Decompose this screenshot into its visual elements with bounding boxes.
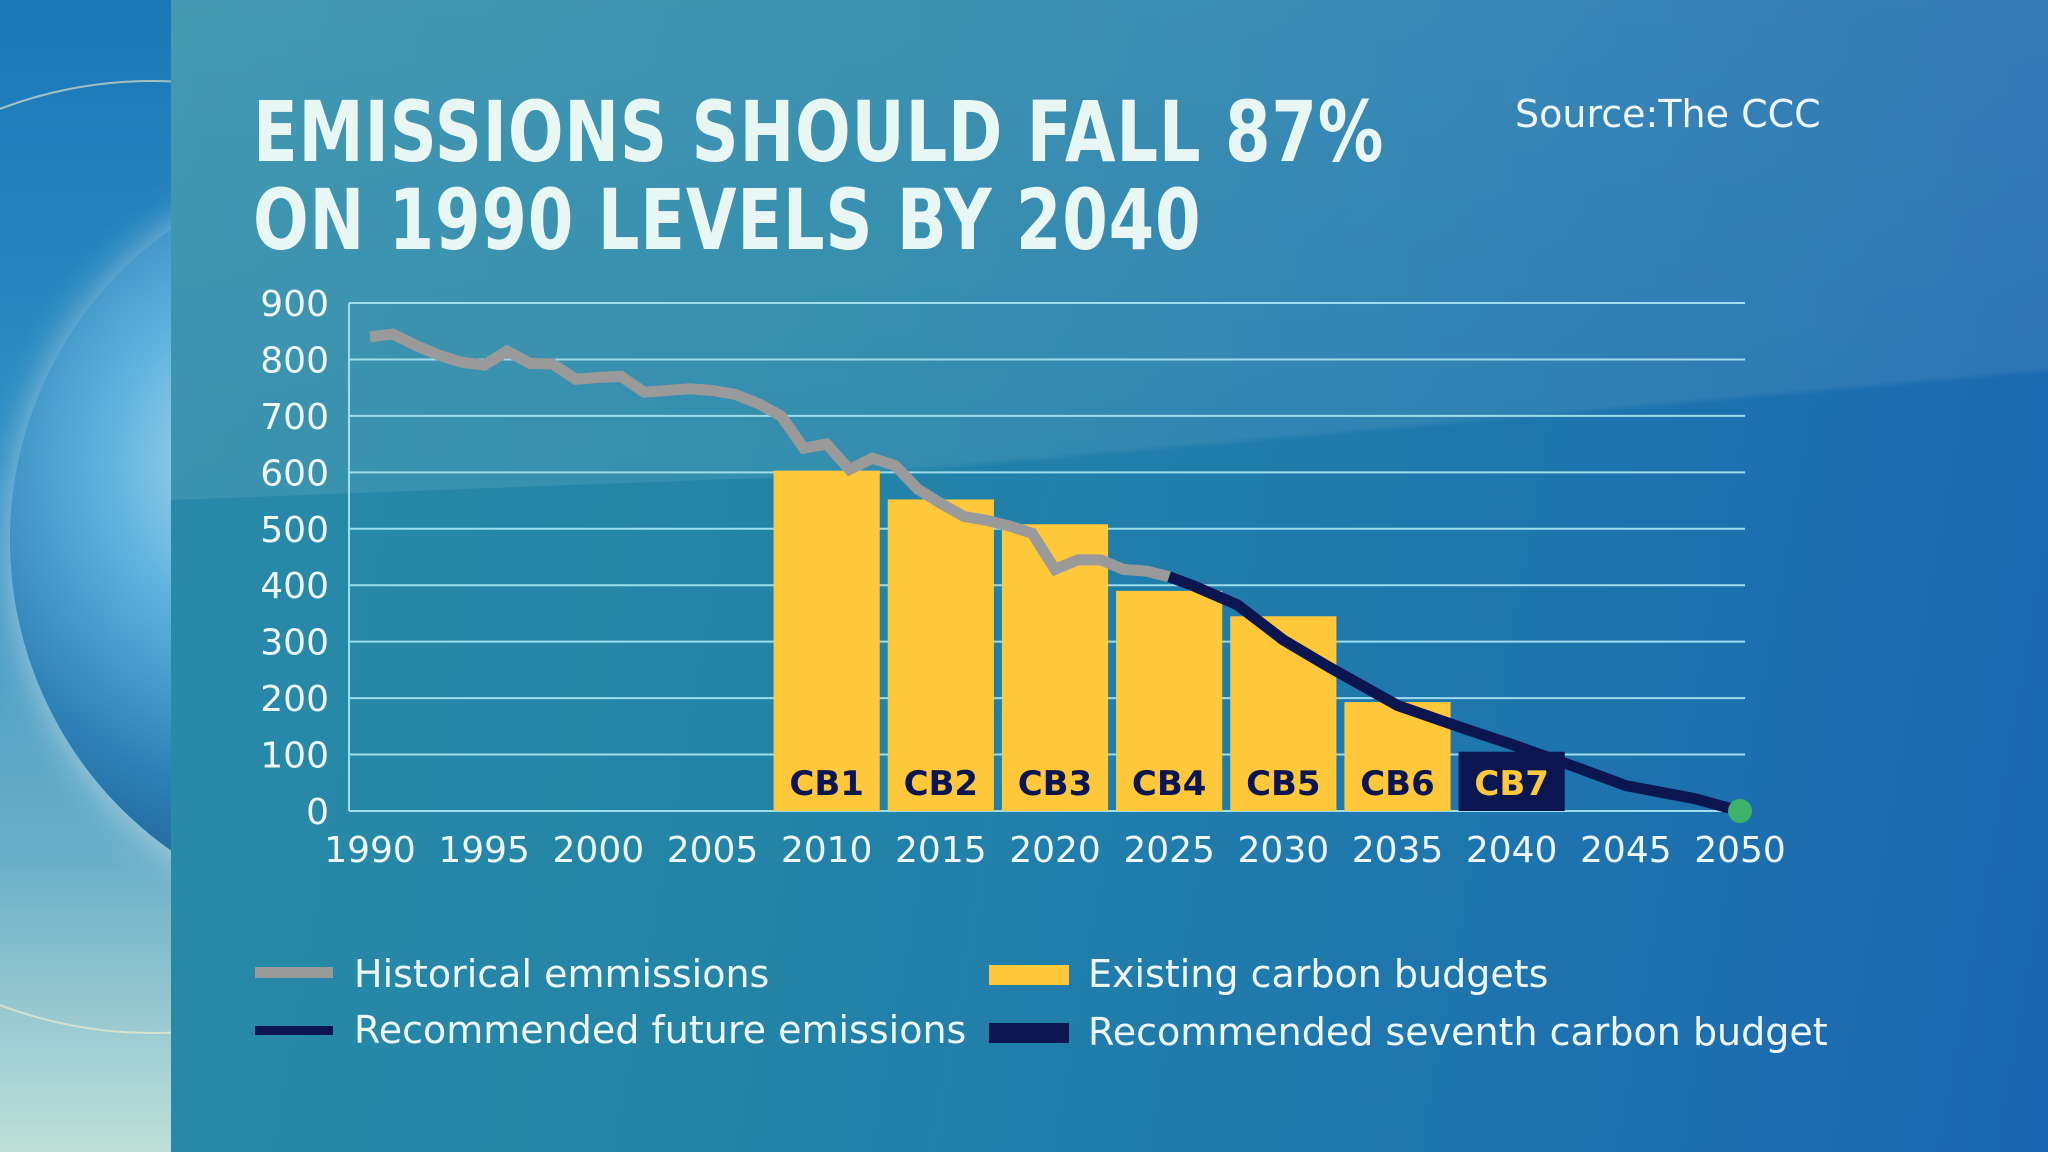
x-tick-label: 1995 [438, 830, 530, 871]
budget-bar-cb5 [1230, 616, 1337, 811]
y-tick-label: 800 [260, 340, 329, 381]
y-tick-label: 600 [260, 453, 329, 494]
legend-swatch-cb7 [989, 1023, 1069, 1043]
legend-label-cb7: Recommended seventh carbon budget [1088, 1010, 1828, 1054]
x-tick-label: 2025 [1123, 830, 1215, 871]
y-tick-label: 400 [260, 566, 329, 607]
x-tick-label: 2000 [553, 830, 645, 871]
chart-title: EMISSIONS SHOULD FALL 87% ON 1990 LEVELS… [253, 83, 1385, 269]
budget-bar-cb4 [1116, 590, 1223, 811]
budget-label-cb6: CB6 [1360, 764, 1435, 804]
budget-label-cb1: CB1 [789, 764, 864, 804]
x-tick-label: 2010 [781, 830, 873, 871]
y-tick-label: 500 [260, 510, 329, 551]
y-tick-label: 900 [260, 284, 329, 325]
x-tick-label: 2050 [1694, 830, 1786, 871]
x-tick-label: 1990 [324, 830, 416, 871]
budget-label-cb5: CB5 [1246, 764, 1321, 804]
historical-emissions-line [369, 328, 1171, 583]
y-tick-label: 0 [306, 792, 329, 833]
legend-label-budgets: Existing carbon budgets [1088, 952, 1549, 996]
y-tick-label: 300 [260, 623, 329, 664]
source-label: Source:The CCC [1515, 92, 1821, 136]
x-tick-label: 2045 [1580, 830, 1672, 871]
legend-label-historical: Historical emmissions [354, 952, 770, 996]
future-emissions-line [1167, 571, 1742, 817]
legend-label-future: Recommended future emissions [354, 1008, 967, 1052]
net-zero-point [1728, 799, 1752, 823]
legend-swatch-budgets [989, 965, 1069, 985]
budget-bar-cb2 [887, 499, 994, 811]
budget-bar-cb1 [773, 470, 880, 811]
x-tick-label: 2035 [1352, 830, 1444, 871]
x-tick-label: 2030 [1238, 830, 1330, 871]
y-tick-label: 700 [260, 397, 329, 438]
legend-swatch-future [255, 1026, 333, 1035]
y-tick-label: 100 [260, 736, 329, 777]
legend-swatch-historical [255, 967, 333, 978]
x-tick-label: 2005 [667, 830, 759, 871]
side-globe-panel [0, 0, 171, 1152]
budget-label-cb2: CB2 [904, 764, 979, 804]
budget-label-cb7: CB7 [1474, 764, 1549, 804]
chart-panel [171, 0, 2048, 1152]
y-tick-label: 200 [260, 679, 329, 720]
x-tick-label: 2015 [895, 830, 987, 871]
budget-label-cb4: CB4 [1132, 764, 1207, 804]
x-tick-label: 2040 [1466, 830, 1558, 871]
x-tick-label: 2020 [1009, 830, 1101, 871]
budget-label-cb3: CB3 [1018, 764, 1093, 804]
